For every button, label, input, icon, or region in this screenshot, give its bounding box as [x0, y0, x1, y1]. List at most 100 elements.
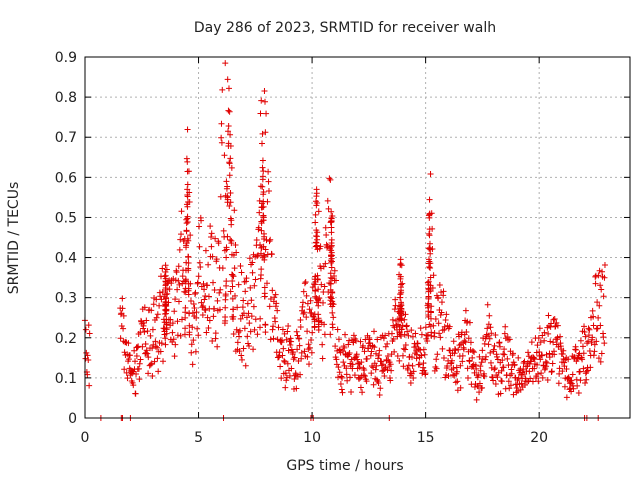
data-point [384, 366, 391, 373]
data-point [394, 353, 401, 360]
data-point [284, 360, 291, 367]
data-point [556, 370, 563, 377]
data-point [266, 303, 273, 310]
data-point [162, 286, 169, 293]
data-point [485, 341, 492, 348]
data-point [521, 371, 528, 378]
data-point [153, 314, 160, 321]
data-point [203, 329, 210, 336]
data-point [200, 303, 207, 310]
data-point [293, 385, 300, 392]
data-point [592, 280, 599, 287]
chart-title: Day 286 of 2023, SRMTID for receiver wal… [194, 20, 496, 36]
data-point [196, 223, 203, 230]
data-point [321, 321, 328, 328]
data-point [82, 326, 89, 333]
data-point [208, 230, 215, 237]
data-point [343, 365, 350, 372]
data-point [591, 348, 598, 355]
data-point [430, 322, 437, 329]
data-point [258, 97, 265, 104]
data-point [315, 318, 322, 325]
data-point [255, 224, 262, 231]
data-point [491, 366, 498, 373]
data-point [296, 342, 303, 349]
data-point [260, 198, 267, 205]
data-point [309, 329, 316, 336]
data-point [230, 330, 237, 337]
data-point [414, 340, 421, 347]
data-point [580, 350, 587, 357]
data-point [446, 323, 453, 330]
axis-ticks: 0 0.1 0.2 0.3 0.4 0.5 0.6 0.7 0.8 0.9 0 5 10 15 20 [55, 50, 630, 446]
data-point [559, 350, 566, 357]
data-point [143, 347, 150, 354]
data-point [422, 324, 429, 331]
data-point [371, 344, 378, 351]
data-point [220, 227, 227, 234]
data-point [462, 339, 469, 346]
data-point [287, 335, 294, 342]
data-point [163, 295, 170, 302]
data-point [229, 295, 236, 302]
data-point [184, 181, 191, 188]
data-point [172, 296, 179, 303]
data-point [387, 377, 394, 384]
data-point [397, 256, 404, 263]
data-point [328, 243, 335, 250]
data-point [303, 292, 310, 299]
data-point [172, 277, 179, 284]
data-point [230, 313, 237, 320]
data-point [409, 354, 416, 361]
data-point [333, 277, 340, 284]
data-point [252, 316, 259, 323]
data-point [358, 359, 365, 366]
data-point [324, 243, 331, 250]
data-point [219, 86, 226, 93]
data-point [263, 280, 270, 287]
data-point [539, 352, 546, 359]
data-point [550, 339, 557, 346]
data-point [376, 347, 383, 354]
data-point [250, 303, 257, 310]
data-point [392, 296, 399, 303]
data-point [353, 337, 360, 344]
data-point [484, 301, 491, 308]
data-point [598, 286, 605, 293]
data-point [175, 263, 182, 270]
data-point [262, 321, 269, 328]
data-point [593, 338, 600, 345]
data-point [162, 262, 169, 269]
data-point [433, 365, 440, 372]
data-point [462, 307, 469, 314]
data-point [147, 361, 154, 368]
data-point [426, 196, 433, 203]
data-point [250, 346, 257, 353]
data-point [486, 335, 493, 342]
data-point [226, 202, 233, 209]
data-point [182, 289, 189, 296]
data-point [260, 252, 267, 259]
data-point [254, 253, 261, 260]
data-point [425, 281, 432, 288]
data-point [398, 302, 405, 309]
data-point [328, 208, 335, 215]
data-point [422, 370, 429, 377]
data-point [427, 323, 434, 330]
data-point [312, 293, 319, 300]
data-point [312, 211, 319, 218]
data-point [231, 265, 238, 272]
data-point [151, 358, 158, 365]
data-point [588, 339, 595, 346]
data-point [86, 382, 93, 389]
data-point [327, 293, 334, 300]
data-point [224, 199, 231, 206]
data-point [154, 355, 161, 362]
data-point [597, 282, 604, 289]
data-point [136, 376, 143, 383]
data-point [469, 347, 476, 354]
data-point [152, 338, 159, 345]
data-point [322, 224, 329, 231]
data-point [161, 319, 168, 326]
data-point [445, 372, 452, 379]
